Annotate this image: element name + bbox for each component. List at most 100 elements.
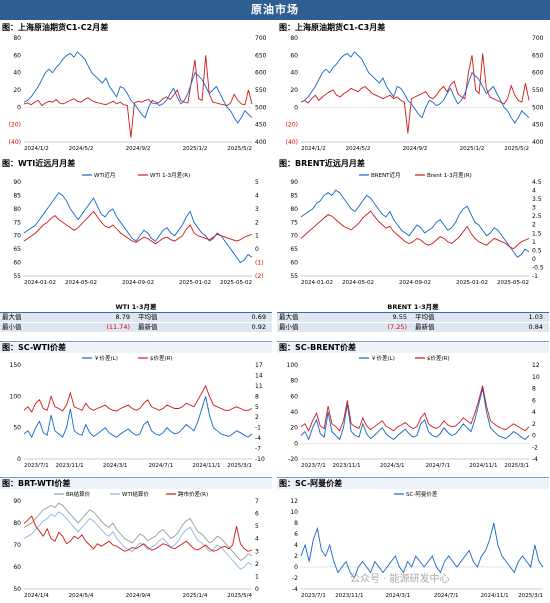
y-tick-label-left: 40 [290, 70, 298, 77]
y-tick-label-right: 0 [255, 586, 259, 593]
y-tick-label-right: 17 [255, 362, 263, 369]
x-tick-label: 2024/5/2 [346, 146, 371, 152]
y-tick-label-left: 0 [294, 440, 298, 447]
series-line-0 [23, 192, 253, 264]
x-tick-label: 2024/3/1 [385, 593, 410, 599]
x-tick-label: 2024-05-02 [342, 280, 374, 286]
x-tick-label: 2024/7/1 [425, 463, 450, 469]
y-tick-label-left: 80 [13, 206, 21, 213]
x-tick-label: 2024/3/1 [380, 463, 405, 469]
y-tick-label-right: 2 [255, 219, 259, 226]
y-tick-label-right: 0 [532, 433, 536, 440]
stats-value: (11.74) [106, 323, 130, 331]
y-tick-label-right: 500 [255, 104, 267, 111]
series-line-1 [23, 51, 253, 124]
y-tick-label-left: 55 [290, 273, 298, 280]
x-tick-label: 2024/5/4 [69, 593, 94, 599]
legend-label: SC-阿曼价差 [406, 490, 438, 498]
y-tick-label-right: 6 [532, 397, 536, 404]
y-tick-label-left: (20) [9, 122, 21, 129]
y-tick-label-left: 80 [290, 206, 298, 213]
stats-value: (7.25) [387, 323, 407, 331]
y-tick-label-left: -2 [292, 575, 298, 582]
series-line-1 [300, 385, 530, 432]
chart-svg: 806040200(20)(40)70065060055050045040020… [286, 35, 544, 152]
series-line-1 [23, 384, 253, 413]
y-tick-label-right: 3.5 [532, 196, 542, 203]
y-tick-label-left: 70 [13, 233, 21, 240]
x-tick-label: 2024/11/1 [192, 463, 220, 469]
y-tick-label-left: 90 [290, 179, 298, 186]
y-tick-label-left: 0 [17, 104, 21, 111]
y-tick-label-right: 8 [255, 393, 259, 400]
y-tick-label-right: (2) [255, 273, 264, 280]
x-tick-label: 2023/7/1 [301, 593, 326, 599]
x-tick-label: 2023/11/1 [332, 463, 360, 469]
series-line-0 [300, 189, 530, 258]
y-tick-label-left: 50 [13, 425, 21, 432]
series-line-1 [23, 511, 253, 570]
y-tick-label-right: 650 [532, 52, 544, 59]
y-tick-label-right: 1 [255, 233, 259, 240]
y-tick-label-right: 400 [255, 139, 267, 146]
y-tick-label-left: 2 [294, 553, 298, 560]
y-tick-label-left: 20 [290, 87, 298, 94]
y-tick-label-left: 40 [290, 409, 298, 416]
chart-title: 图：SC-WTI价差 [0, 341, 272, 353]
y-tick-label-right: 5 [255, 523, 259, 530]
y-tick-label-right: 400 [532, 139, 544, 146]
y-tick-label-left: 75 [290, 219, 298, 226]
y-tick-label-right: -4 [255, 435, 261, 442]
x-tick-label: 2025/3/1 [518, 593, 543, 599]
chart-panel-wti-spread: 图：WTI近远月月差 90 85 80 75 70 65 60 55 5 4 3 2 1 0 (1) (2) 2… [0, 158, 272, 288]
legend-label: ￥价差(L) [94, 354, 118, 362]
x-tick-label: 2024/9/2 [403, 146, 428, 152]
y-tick-label-left: (20) [286, 122, 298, 129]
y-tick-label-right: 500 [532, 104, 544, 111]
y-tick-label-left: 60 [290, 52, 298, 59]
y-tick-label-right: 7 [255, 498, 259, 505]
chart-title: 图：上海原油期货C1-C2月差 [2, 23, 109, 32]
x-tick-label: 2023/11/1 [335, 593, 363, 599]
stats-label: 最大值 [279, 313, 299, 321]
y-tick-label-right: -10 [255, 456, 265, 463]
x-tick-label: 2025/1/2 [460, 146, 485, 152]
chart-panel-sc-brent: 图：SC-BRENT价差 100 80 60 40 20 0 -20 12 10 8 6 4 2 0 -2-… [277, 341, 549, 471]
watermark: 公众号 · 能源研发中心 [350, 574, 450, 585]
stats-row: 最大值 9.55 平均值 1.03 [277, 313, 549, 323]
x-tick-label: 2025/3/1 [227, 463, 252, 469]
x-tick-label: 2024-05-02 [65, 280, 97, 286]
legend-label: Brent 1-3月差(R) [427, 171, 472, 179]
chart-title: 图：上海原油期货C1-C3月差 [279, 23, 386, 32]
x-tick-label: 2024/11/1 [469, 463, 497, 469]
stats-label: 最新值 [138, 323, 158, 331]
x-tick-label: 2025/5/2 [227, 146, 252, 152]
y-tick-label-left: 0 [17, 456, 21, 463]
y-tick-label-left: 100 [10, 393, 22, 400]
x-tick-label: 2024/1/2 [24, 146, 49, 152]
y-tick-label-left: 80 [290, 35, 298, 42]
y-tick-label-right: 2 [255, 414, 259, 421]
y-tick-label-left: 20 [290, 425, 298, 432]
y-tick-label-left: 60 [13, 260, 21, 267]
y-tick-label-left: 60 [13, 52, 21, 59]
legend-label: $价差(R) [150, 354, 173, 362]
x-tick-label: 2025-01-02 [179, 280, 211, 286]
stats-row: 最小值 (11.74) 最新值 0.92 [0, 323, 272, 333]
x-tick-label: 2025-05-02 [497, 280, 529, 286]
y-tick-label-right: 550 [255, 87, 267, 94]
chart-title: 图：BRENT近远月月差 [279, 159, 365, 168]
y-tick-label-left: 60 [290, 260, 298, 267]
y-tick-label-right: 3 [255, 206, 259, 213]
chart-title: 图：SC-BRENT价差 [277, 341, 549, 353]
x-tick-label: 2024/1/4 [24, 593, 49, 599]
legend-label: 跨市价差(R) [178, 490, 208, 498]
y-tick-label-right: -4 [532, 456, 538, 463]
stats-row: 最小值 (7.25) 最新值 0.84 [277, 323, 549, 333]
x-tick-label: 2024-01-02 [301, 280, 333, 286]
legend-label: WTI近月 [94, 171, 115, 179]
y-tick-label-right: 3 [532, 205, 536, 212]
y-tick-label-left: 80 [290, 378, 298, 385]
